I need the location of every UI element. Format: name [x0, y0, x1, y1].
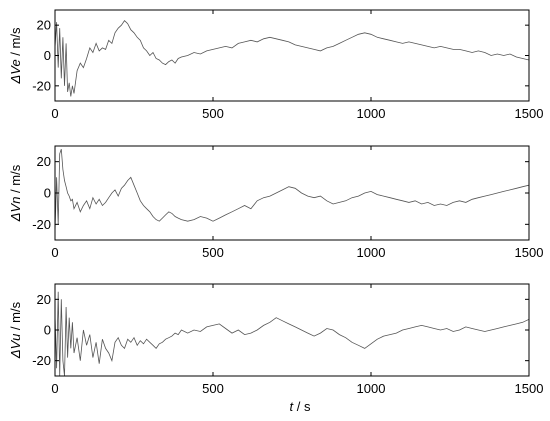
y-tick-label: 20 [37, 292, 51, 307]
y-tick-label: -20 [32, 217, 51, 232]
x-tick-label: 500 [202, 245, 224, 260]
x-tick-label: 500 [202, 381, 224, 396]
y-tick-label: 20 [37, 154, 51, 169]
x-axis-label-symbol: t [290, 399, 295, 414]
x-axis-label-unit: / s [293, 399, 311, 414]
y-axis-label-unit: / m/s [8, 27, 23, 59]
plot-frame [54, 145, 530, 241]
y-tick-label: -20 [32, 353, 51, 368]
x-axis-label: t / s [290, 399, 311, 414]
x-tick-label: 0 [51, 245, 58, 260]
y-axis-label-symbol: ΔVu [8, 334, 23, 359]
y-axis-label: ΔVe / m/s [8, 27, 23, 84]
x-tick-label: 1000 [357, 381, 386, 396]
y-tick-label: 0 [44, 186, 51, 201]
x-tick-label: 1000 [357, 245, 386, 260]
y-axis-label: ΔVu / m/s [8, 301, 23, 359]
y-axis-label-unit: / m/s [8, 301, 23, 333]
y-tick-label: 0 [44, 323, 51, 338]
series-line-2-1 [55, 148, 529, 233]
y-tick-label: -20 [32, 78, 51, 93]
x-tick-label: 0 [51, 381, 58, 396]
x-tick-label: 1000 [357, 106, 386, 121]
x-tick-label: 500 [202, 106, 224, 121]
x-tick-label: 1500 [515, 106, 544, 121]
y-axis-label-unit: / m/s [8, 164, 23, 196]
x-tick-label: 1500 [515, 245, 544, 260]
plot-frame [54, 9, 530, 102]
x-tick-label: 1500 [515, 381, 544, 396]
y-tick-label: 0 [44, 48, 51, 63]
y-axis-label: ΔVn / m/s [8, 164, 23, 222]
y-tick-label: 20 [37, 18, 51, 33]
y-axis-label-symbol: ΔVn [8, 197, 23, 223]
series-line-3-1 [55, 291, 529, 376]
x-tick-label: 0 [51, 106, 58, 121]
y-axis-label-symbol: ΔVe [8, 59, 23, 84]
series-line-1-1 [55, 19, 529, 97]
